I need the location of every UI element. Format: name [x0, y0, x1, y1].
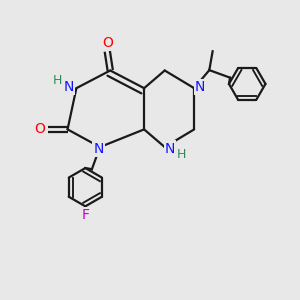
Text: H: H [177, 148, 187, 161]
Text: O: O [35, 122, 46, 136]
Text: N: N [64, 80, 74, 94]
Text: F: F [81, 208, 89, 222]
Text: N: N [195, 80, 205, 94]
Text: N: N [165, 142, 175, 155]
Text: O: O [102, 36, 113, 50]
Text: N: N [93, 142, 104, 155]
Text: H: H [52, 74, 62, 87]
